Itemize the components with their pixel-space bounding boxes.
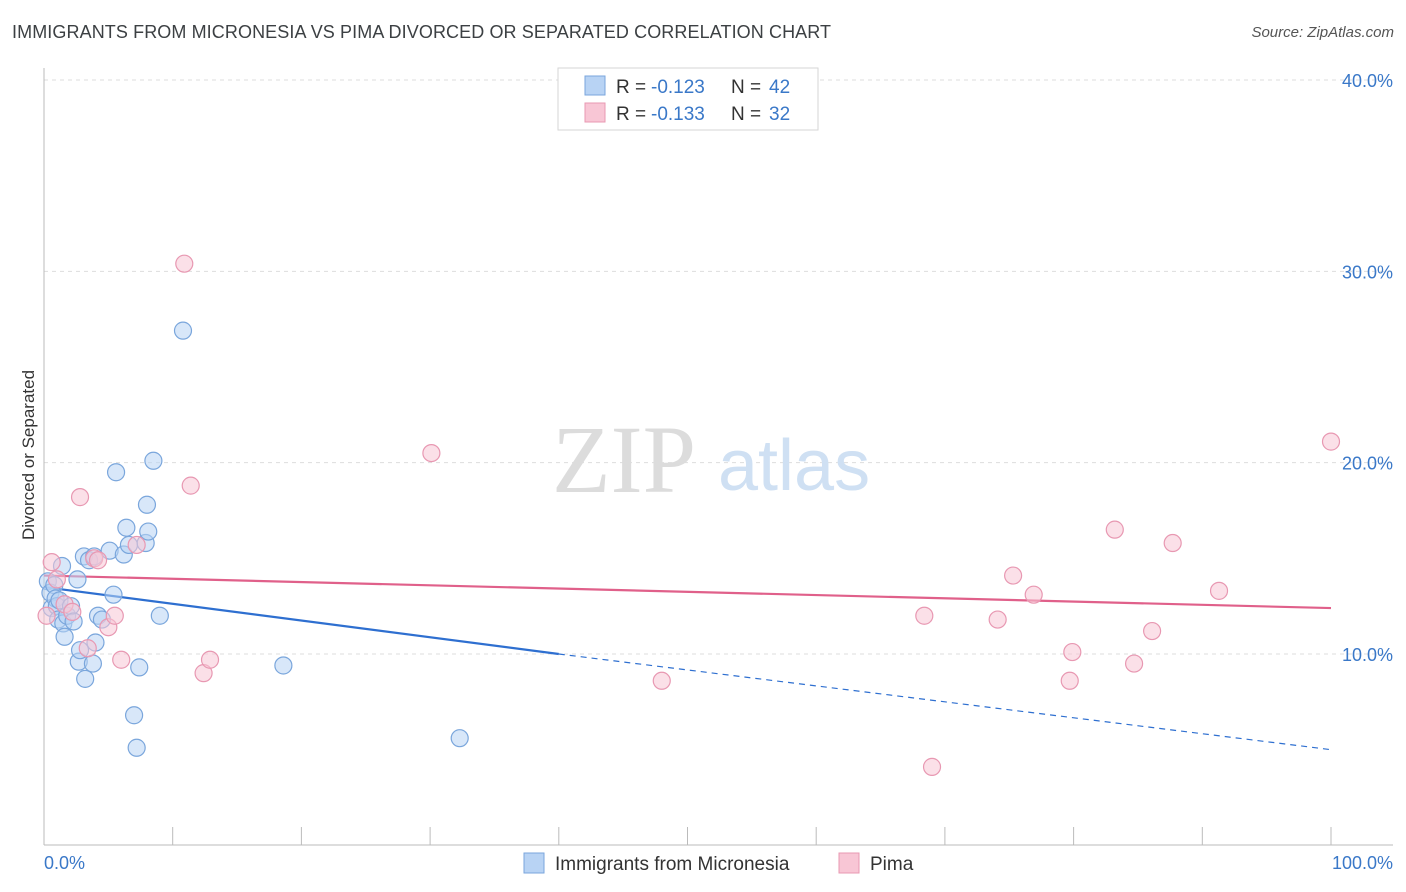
bottom-legend-label-pima: Pima: [870, 854, 914, 875]
legend-n-label-1: N =: [731, 77, 761, 98]
x-tick-label-min: 0.0%: [44, 853, 85, 873]
point-pima-28: [1143, 621, 1162, 641]
point-micronesia-39: [173, 321, 193, 340]
point-pima-8: [88, 551, 108, 570]
point-micronesia-27: [106, 463, 126, 482]
point-pima-22: [1004, 566, 1023, 585]
point-micronesia-32: [127, 738, 146, 757]
point-micronesia-26: [104, 585, 123, 604]
point-pima-18: [652, 671, 671, 690]
point-micronesia-35: [137, 495, 157, 514]
bottom-legend-swatch-pink: [838, 852, 860, 874]
legend-box: R = -0.123 N = 42 R = -0.133 N = 32: [557, 67, 819, 131]
trend-line-micronesia-extension: [558, 653, 1332, 751]
legend-r-label-2: R =: [616, 104, 646, 125]
watermark-zip: ZIP: [552, 406, 696, 513]
y-tick-label-20: 20.0%: [1342, 454, 1393, 474]
y-axis-title: Divorced or Separated: [19, 370, 38, 540]
legend-swatch-pink: [584, 102, 606, 123]
legend-r-value-1: -0.123: [651, 77, 705, 98]
legend-n-value-1: 42: [769, 77, 790, 98]
trend-line-pima: [43, 574, 1332, 610]
point-pima-31: [1321, 432, 1341, 451]
point-pima-11: [112, 650, 131, 669]
point-pima-4: [63, 602, 82, 622]
point-pima-0: [37, 606, 56, 625]
y-tick-label-30: 30.0%: [1342, 262, 1393, 282]
point-micronesia-14: [68, 570, 87, 589]
point-pima-21: [988, 610, 1007, 629]
chart-title: IMMIGRANTS FROM MICRONESIA VS PIMA DIVOR…: [12, 22, 832, 42]
watermark-atlas: atlas: [718, 426, 870, 506]
point-pima-19: [915, 606, 934, 625]
point-pima-27: [1124, 654, 1144, 673]
legend-swatch-blue: [584, 75, 606, 96]
source-credit: Source: ZipAtlas.com: [1251, 24, 1394, 41]
point-pima-2: [47, 570, 66, 589]
point-pima-1: [42, 553, 61, 572]
y-tick-labels: 10.0% 20.0% 30.0% 40.0%: [1342, 71, 1393, 665]
point-pima-23: [1024, 585, 1043, 604]
point-pima-17: [422, 444, 441, 463]
legend-n-value-2: 32: [769, 104, 790, 125]
bottom-legend: Immigrants from Micronesia Pima: [523, 852, 914, 875]
legend-n-label-2: N =: [731, 104, 761, 125]
legend-r-value-2: -0.133: [651, 104, 705, 125]
point-pima-6: [78, 639, 97, 658]
axes: [43, 68, 1393, 846]
data-points: [37, 254, 1341, 776]
x-tick-label-max: 100.0%: [1332, 853, 1393, 873]
point-pima-30: [1209, 581, 1229, 600]
point-micronesia-18: [76, 669, 95, 688]
point-micronesia-10: [55, 627, 74, 646]
point-pima-26: [1105, 520, 1124, 539]
bottom-legend-swatch-blue: [523, 852, 545, 874]
point-pima-10: [105, 606, 124, 625]
point-micronesia-31: [124, 706, 144, 725]
point-micronesia-41: [450, 729, 469, 748]
point-pima-25: [1063, 642, 1082, 662]
point-micronesia-36: [139, 522, 158, 541]
point-micronesia-37: [144, 451, 163, 470]
point-pima-13: [175, 254, 194, 273]
point-pima-29: [1163, 533, 1182, 553]
trend-lines: [43, 574, 1332, 751]
point-pima-14: [181, 476, 200, 495]
point-micronesia-29: [117, 518, 136, 537]
watermark: ZIP atlas: [552, 406, 870, 513]
point-pima-12: [127, 535, 146, 555]
point-pima-20: [922, 757, 942, 776]
legend-r-label-1: R =: [616, 77, 646, 98]
point-micronesia-20: [83, 654, 103, 673]
y-tick-label-10: 10.0%: [1342, 645, 1393, 665]
point-micronesia-33: [130, 658, 149, 677]
bottom-legend-label-micronesia: Immigrants from Micronesia: [555, 854, 790, 875]
point-pima-16: [200, 650, 220, 669]
trend-line-micronesia: [43, 585, 559, 656]
point-pima-24: [1060, 671, 1079, 690]
y-tick-label-40: 40.0%: [1342, 71, 1393, 91]
grid-lines: [44, 79, 1393, 655]
point-pima-5: [70, 488, 90, 507]
point-micronesia-40: [274, 656, 293, 675]
point-micronesia-38: [150, 606, 169, 625]
